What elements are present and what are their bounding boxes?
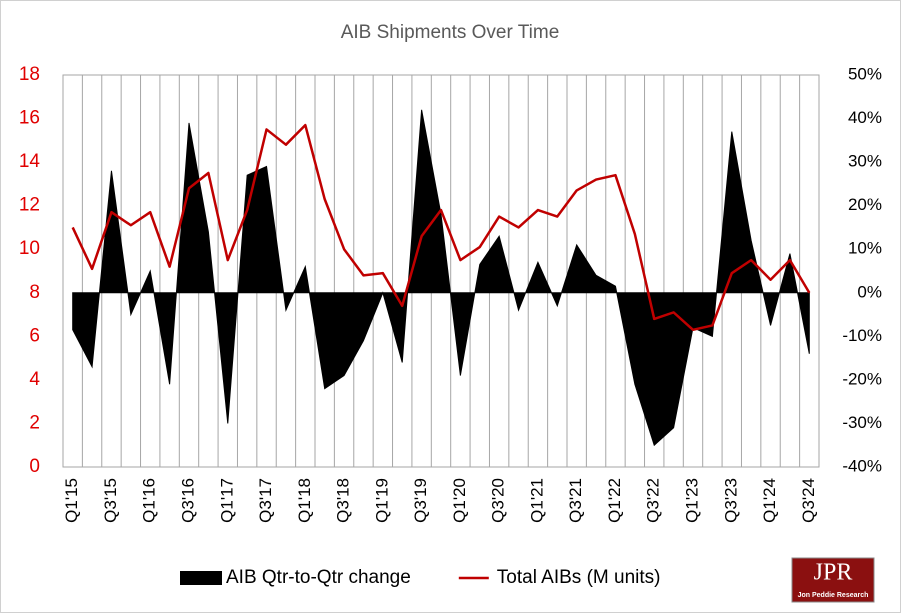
y-tick-label: 6: [29, 325, 40, 346]
y2-tick-label: 20%: [848, 195, 882, 214]
logo-subtitle: Jon Peddie Research: [798, 592, 869, 599]
x-tick-label: Q1'21: [527, 478, 546, 523]
y-tick-label: 14: [19, 151, 41, 172]
chart-title: AIB Shipments Over Time: [341, 22, 560, 43]
y-tick-label: 16: [19, 108, 40, 129]
y-tick-label: 8: [29, 282, 40, 303]
legend-label: Total AIBs (M units): [497, 567, 661, 588]
y2-tick-label: 30%: [848, 152, 882, 171]
x-tick-label: Q3'22: [644, 478, 663, 523]
legend-swatch: [180, 571, 222, 585]
logo-box: [791, 557, 875, 603]
y2-tick-label: -20%: [842, 369, 882, 388]
x-tick-label: Q3'24: [799, 478, 818, 523]
x-tick-label: Q1'23: [682, 478, 701, 523]
y2-tick-label: -40%: [842, 456, 882, 475]
x-tick-label: Q3'18: [334, 478, 353, 523]
x-tick-label: Q3'19: [411, 478, 430, 523]
logo: JPR Jon Peddie Research: [791, 557, 875, 603]
x-tick-label: Q1'18: [295, 478, 314, 523]
x-tick-label: Q1'20: [450, 478, 469, 523]
x-tick-label: Q3'20: [489, 478, 508, 523]
y2-tick-label: 0%: [857, 282, 882, 301]
x-tick-label: Q3'17: [256, 478, 275, 523]
x-tick-label: Q3'15: [101, 478, 120, 523]
x-tick-label: Q1'24: [760, 478, 779, 523]
x-tick-label: Q1'17: [217, 478, 236, 523]
legend-label: AIB Qtr-to-Qtr change: [226, 567, 411, 588]
logo-text: JPR: [814, 560, 853, 586]
y-tick-label: 10: [19, 238, 40, 259]
y-tick-label: 18: [19, 64, 40, 85]
line: [71, 123, 811, 332]
y-tick-label: 12: [19, 195, 40, 216]
y2-tick-label: -10%: [842, 326, 882, 345]
area: [72, 109, 810, 447]
x-tick-label: Q1'19: [372, 478, 391, 523]
x-tick-label: Q1'22: [605, 478, 624, 523]
x-tick-label: Q3'21: [566, 478, 585, 523]
y-tick-label: 4: [29, 369, 40, 390]
y2-tick-label: 10%: [848, 239, 882, 258]
plot-border: [62, 74, 820, 468]
x-tick-label: Q3'23: [721, 478, 740, 523]
y2-tick-label: -30%: [842, 413, 882, 432]
y-tick-label: 2: [29, 412, 40, 433]
y2-tick-label: 40%: [848, 108, 882, 127]
x-tick-label: Q1'15: [62, 478, 81, 523]
y-tick-label: 0: [29, 456, 40, 477]
x-tick-label: Q3'16: [178, 478, 197, 523]
x-tick-label: Q1'16: [140, 478, 159, 523]
y2-tick-label: 50%: [848, 64, 882, 83]
